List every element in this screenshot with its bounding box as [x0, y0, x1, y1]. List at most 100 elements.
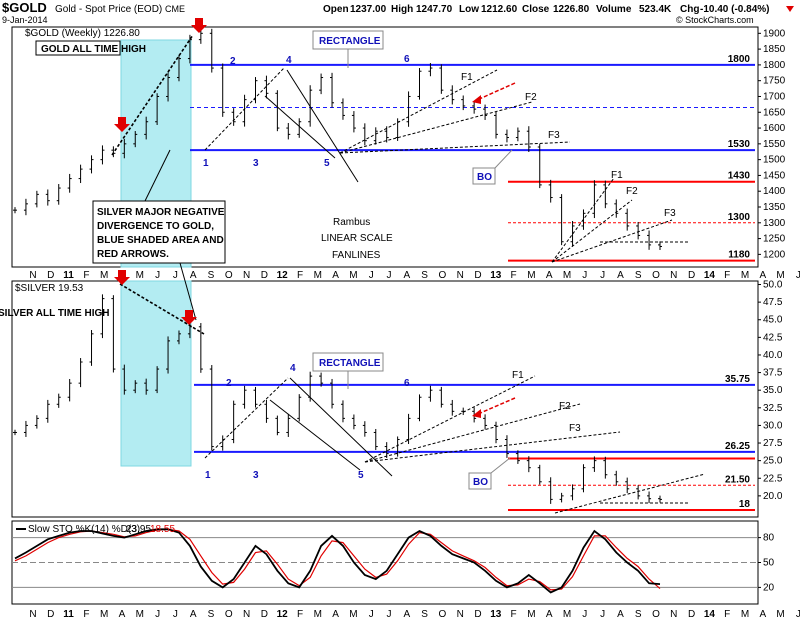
- silver-ath-label: SILVER ALL TIME HIGH: [0, 308, 109, 319]
- gold-fan2-f2: [551, 199, 633, 263]
- x-tick-top-42: M: [776, 270, 784, 281]
- silver-wave-5: 5: [358, 470, 364, 481]
- gold-red-arrow-2-icon: [191, 18, 207, 33]
- gold-fan-f3-label: F3: [548, 130, 560, 141]
- silver-panel-title: $SILVER 19.53: [15, 283, 84, 294]
- x-tick-top-16: M: [314, 270, 322, 281]
- gold-fan-f2-label: F2: [525, 92, 537, 103]
- header-open: 1237.00: [350, 4, 387, 15]
- silver-panel-frame: [11, 280, 759, 518]
- silver-support-trend: [204, 377, 289, 459]
- x-tick-bottom-31: J: [582, 609, 587, 620]
- silver-rectangle-callout: RECTANGLE: [312, 352, 384, 389]
- x-tick-top-9: A: [190, 270, 197, 281]
- x-tick-bottom-40: M: [741, 609, 749, 620]
- silver-ytick-label-0: 20.0: [763, 491, 783, 502]
- silver-dashed-red-arrow: [477, 397, 516, 415]
- silver-level-label-0: 35.75: [725, 374, 750, 385]
- x-tick-bottom-15: F: [297, 609, 303, 620]
- x-tick-bottom-39: F: [724, 609, 730, 620]
- gold-ytick-label-12: 1800: [763, 60, 786, 71]
- silver-ytick-label-2: 25.0: [763, 456, 783, 467]
- sto-panel-title: Slow STO %K(14) %D(3): [28, 524, 140, 535]
- silver-ytick-label-12: 50.0: [763, 280, 783, 291]
- x-tick-top-41: A: [759, 270, 766, 281]
- x-tick-bottom-9: A: [190, 609, 197, 620]
- rambus-label: Rambus: [333, 217, 370, 228]
- silver-ath-trendline: [119, 283, 205, 335]
- x-tick-bottom-29: A: [546, 609, 553, 620]
- gold-level-label-1: 1530: [728, 139, 751, 150]
- sto-ytick-label-0: 20: [763, 582, 775, 593]
- x-tick-top-15: F: [297, 270, 303, 281]
- x-tick-top-3: F: [83, 270, 89, 281]
- header-close-label: Close: [522, 4, 550, 15]
- x-tick-top-12: N: [243, 270, 250, 281]
- x-tick-top-31: J: [582, 270, 587, 281]
- x-tick-bottom-33: A: [617, 609, 624, 620]
- gold-wave-2: 2: [230, 56, 236, 67]
- silver-wave-6: 6: [404, 378, 410, 389]
- x-tick-top-18: M: [349, 270, 357, 281]
- x-tick-top-34: S: [635, 270, 642, 281]
- gold-wave-1: 1: [203, 158, 209, 169]
- svg-text:RECTANGLE: RECTANGLE: [319, 36, 381, 47]
- x-tick-top-10: S: [208, 270, 215, 281]
- header-volume: 523.4K: [639, 4, 672, 15]
- header-open-label: Open: [323, 4, 349, 15]
- x-tick-bottom-26: 13: [490, 609, 502, 620]
- x-tick-top-4: M: [100, 270, 108, 281]
- gold-rectangle-callout: RECTANGLE: [312, 30, 384, 68]
- header-credit: © StockCharts.com: [676, 15, 754, 25]
- x-tick-bottom-41: A: [759, 609, 766, 620]
- x-tick-top-27: F: [511, 270, 517, 281]
- silver-ytick-label-4: 30.0: [763, 420, 783, 431]
- x-tick-bottom-24: N: [457, 609, 464, 620]
- x-tick-bottom-6: M: [136, 609, 144, 620]
- x-tick-bottom-12: N: [243, 609, 250, 620]
- sto-ytick-label-1: 50: [763, 558, 775, 569]
- gold-channel-line-b: [264, 95, 336, 159]
- gold-ytick-label-9: 1650: [763, 107, 786, 118]
- x-tick-bottom-1: D: [47, 609, 54, 620]
- linear-scale-label: LINEAR SCALE: [321, 233, 393, 244]
- x-tick-bottom-23: O: [439, 609, 447, 620]
- gold-dashed-red-arrow: [476, 82, 516, 101]
- gold-red-arrow-1-icon: [114, 117, 130, 132]
- x-tick-top-20: J: [387, 270, 392, 281]
- fanlines-label: FANLINES: [332, 250, 381, 261]
- silver-ytick-label-9: 42.5: [763, 332, 783, 343]
- x-tick-bottom-18: M: [349, 609, 357, 620]
- silver-bo-callout: BO: [468, 457, 511, 490]
- gold-fan2-f1-label: F1: [611, 170, 623, 181]
- x-tick-top-33: A: [617, 270, 624, 281]
- x-tick-top-23: O: [439, 270, 447, 281]
- gold-wave-5: 5: [324, 158, 330, 169]
- silver-fan-f3-label: F3: [569, 423, 581, 434]
- gold-level-label-4: 1180: [728, 250, 750, 261]
- x-tick-bottom-5: A: [119, 609, 126, 620]
- x-tick-top-39: F: [724, 270, 730, 281]
- x-tick-bottom-10: S: [208, 609, 215, 620]
- gold-ytick-label-10: 1700: [763, 91, 786, 102]
- sto-k-value: 23.95: [126, 524, 151, 535]
- gold-fan2-f1: [551, 177, 615, 263]
- x-tick-bottom-19: J: [369, 609, 374, 620]
- x-tick-bottom-21: A: [403, 609, 410, 620]
- silver-red-arrow-1-icon: [114, 270, 130, 285]
- silver-dashed-red-arrow-head-icon: [472, 409, 481, 418]
- svg-text:BLUE SHADED AREA AND: BLUE SHADED AREA AND: [97, 235, 224, 246]
- x-tick-top-35: O: [652, 270, 660, 281]
- sto-d-line: [14, 528, 661, 591]
- gold-fan-f3: [339, 141, 571, 154]
- header-close: 1226.80: [553, 4, 590, 15]
- silver-wave-3: 3: [253, 470, 259, 481]
- x-tick-top-40: M: [741, 270, 749, 281]
- gold-panel-frame: [11, 26, 759, 268]
- gold-wave-3: 3: [253, 158, 259, 169]
- x-tick-bottom-34: S: [635, 609, 642, 620]
- header-low: 1212.60: [481, 4, 518, 15]
- header-high: 1247.70: [416, 4, 453, 15]
- x-tick-top-1: D: [47, 270, 54, 281]
